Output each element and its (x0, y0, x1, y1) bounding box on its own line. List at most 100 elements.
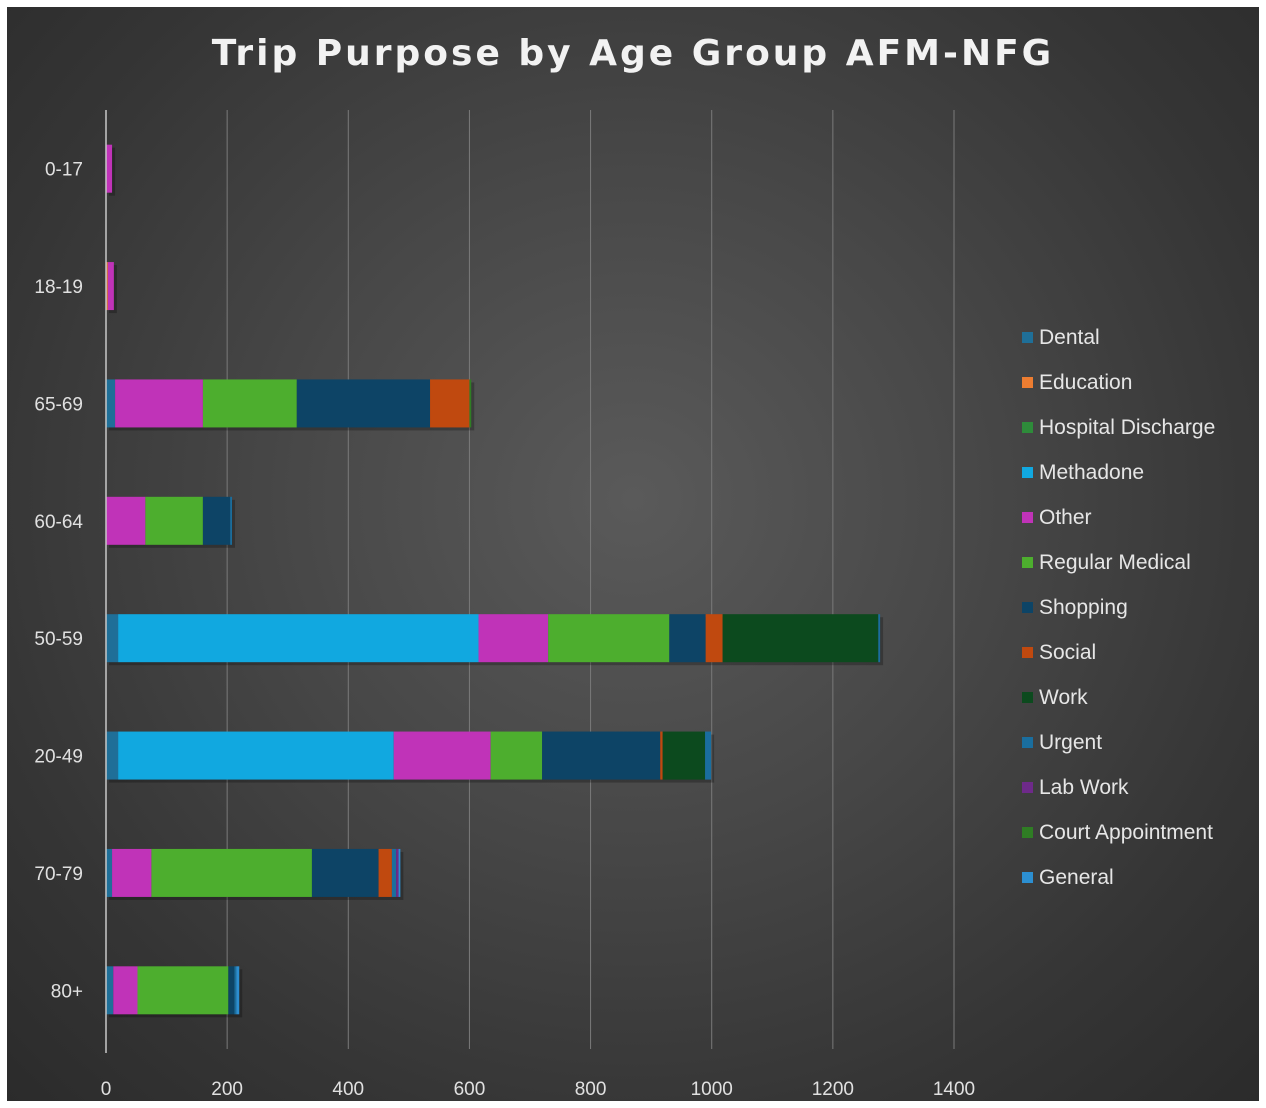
bar-segment (234, 966, 237, 1015)
chart-area: Trip Purpose by Age Group AFM-NFG 0 200 40… (7, 7, 1259, 1101)
plot-area: 0 200 400 600 800 1000 1200 1400 0-17 18-19 65-69 6… (34, 110, 975, 1100)
y-tick-label: 60-64 (34, 512, 83, 533)
chart-title: Trip Purpose by Age Group AFM-NFG (211, 33, 1055, 74)
legend-swatch (1022, 512, 1033, 523)
legend-label: General (1039, 865, 1114, 889)
legend-item: Work (1022, 675, 1215, 720)
bar-segment (202, 379, 297, 428)
legend-item: General (1022, 855, 1215, 900)
legend-item: Other (1022, 495, 1215, 540)
legend-label: Hospital Discharge (1039, 415, 1216, 439)
bar-segment (112, 848, 152, 897)
legend-swatch (1022, 377, 1033, 388)
legend-swatch (1022, 692, 1033, 703)
bar-segment (202, 496, 231, 545)
y-tick-label: 50-59 (34, 629, 83, 650)
legend-label: Dental (1039, 325, 1100, 349)
legend-label: Work (1039, 685, 1088, 709)
bar-segment (398, 848, 401, 897)
legend-item: Social (1022, 630, 1215, 675)
y-tick-label: 65-69 (34, 394, 83, 415)
x-tick-label: 400 (332, 1079, 364, 1100)
bar-segment (548, 614, 670, 663)
bar-segment (106, 262, 108, 311)
x-tick-label: 1400 (933, 1079, 975, 1100)
bar-segment (430, 379, 470, 428)
legend-label: Shopping (1039, 595, 1128, 619)
bar-segment (228, 966, 235, 1015)
legend-swatch (1022, 332, 1033, 343)
legend-swatch (1022, 467, 1033, 478)
legend-swatch (1022, 827, 1033, 838)
bar-segment (296, 379, 431, 428)
bar-segment (378, 848, 392, 897)
bar-segment (722, 614, 879, 663)
bar-segment (660, 731, 663, 780)
bar-segment (393, 731, 491, 780)
bar-segment (391, 848, 397, 897)
legend-item: Regular Medical (1022, 540, 1215, 585)
bar-segment (137, 966, 229, 1015)
legend-swatch (1022, 422, 1033, 433)
legend-item: Hospital Discharge (1022, 405, 1215, 450)
bar-segment (106, 144, 113, 193)
legend: Dental Education Hospital Discharge Methado… (1022, 315, 1215, 900)
bar-segment (151, 848, 312, 897)
x-tick-label: 600 (454, 1079, 486, 1100)
bar-segment (705, 731, 712, 780)
y-tick-label: 18-19 (34, 277, 83, 298)
bar-segment (705, 614, 723, 663)
legend-swatch (1022, 647, 1033, 658)
y-tick-label: 80+ (51, 981, 83, 1002)
bar-segment (490, 731, 543, 780)
bar-segment (107, 262, 114, 311)
y-tick-label: 0-17 (45, 160, 83, 181)
legend-swatch (1022, 557, 1033, 568)
bar-segment (478, 614, 549, 663)
x-tick-label: 0 (101, 1079, 112, 1100)
bar-segment (878, 614, 881, 663)
y-tick-label: 20-49 (34, 747, 83, 768)
bar-segment (469, 379, 472, 428)
legend-label: Methadone (1039, 460, 1145, 484)
legend-label: Education (1039, 370, 1133, 394)
bar-segment (113, 966, 138, 1015)
bar-segment (145, 496, 203, 545)
bar-segment (311, 848, 379, 897)
legend-item: Court Appointment (1022, 810, 1215, 855)
legend-swatch (1022, 782, 1033, 793)
legend-item: Shopping (1022, 585, 1215, 630)
legend-label: Other (1039, 505, 1092, 529)
legend-label: Court Appointment (1039, 820, 1213, 844)
bar-segment (230, 496, 232, 545)
y-tick-label: 70-79 (34, 864, 83, 885)
bar-segment (115, 379, 203, 428)
bar-segment (106, 614, 119, 663)
legend-label: Urgent (1039, 730, 1103, 754)
legend-item: Methadone (1022, 450, 1215, 495)
bar-segment (236, 966, 240, 1015)
bar-segment (106, 966, 114, 1015)
x-tick-label: 800 (575, 1079, 607, 1100)
legend-label: Social (1039, 640, 1097, 664)
bar-segment (118, 731, 394, 780)
bar-segment (106, 496, 146, 545)
legend-swatch (1022, 737, 1033, 748)
bar-segment (396, 848, 399, 897)
legend-swatch (1022, 872, 1033, 883)
legend-item: Lab Work (1022, 765, 1215, 810)
x-tick-label: 1000 (691, 1079, 733, 1100)
bar-segment (106, 848, 113, 897)
bar-segment (106, 731, 119, 780)
x-tick-label: 200 (211, 1079, 243, 1100)
bar-segment (118, 614, 479, 663)
bar-segment (662, 731, 706, 780)
bar-segment (542, 731, 661, 780)
legend-swatch (1022, 602, 1033, 613)
legend-label: Lab Work (1039, 775, 1129, 799)
bar-segment (669, 614, 706, 663)
legend-label: Regular Medical (1039, 550, 1191, 574)
x-tick-label: 1200 (812, 1079, 854, 1100)
bar-segment (106, 379, 116, 428)
legend-item: Education (1022, 360, 1215, 405)
